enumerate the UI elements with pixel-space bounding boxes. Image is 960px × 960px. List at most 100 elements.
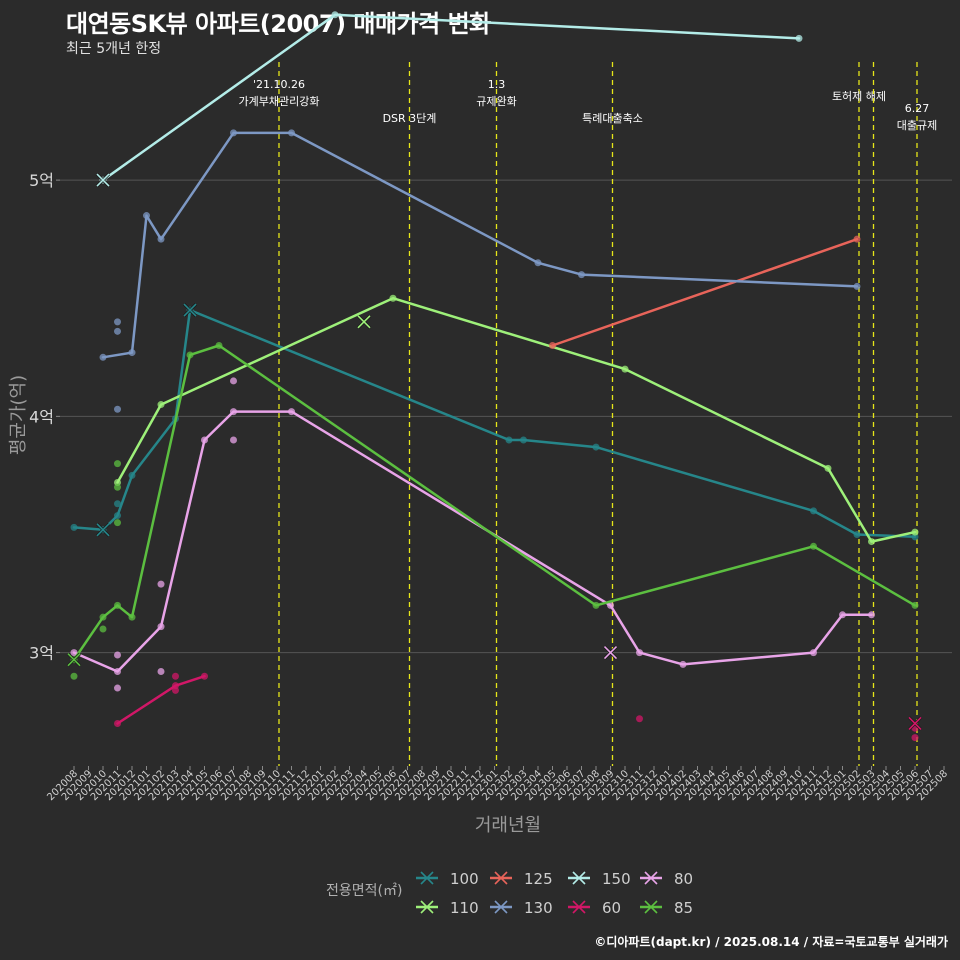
series-line-150 <box>101 13 801 182</box>
legend-title: 전용면적(㎡) <box>326 883 402 899</box>
data-point <box>99 613 107 621</box>
source-credit: ©디아파트(dapt.kr) / 2025.08.14 / 자료=국토교통부 실… <box>594 935 948 949</box>
data-point <box>853 530 861 538</box>
legend-label: 110 <box>450 899 479 917</box>
event-label: 가계부채관리강화 <box>239 95 320 108</box>
legend-swatch-cross <box>494 871 508 885</box>
cross-marker <box>907 716 923 731</box>
data-point <box>114 651 121 659</box>
legend-swatch-cross <box>572 871 586 885</box>
data-point <box>114 500 121 508</box>
data-point <box>911 528 919 536</box>
cross-marker <box>356 314 372 329</box>
data-point <box>114 519 121 527</box>
legend-label: 85 <box>674 899 693 917</box>
y-axis: 3억 4억 5억 <box>29 171 60 663</box>
legend-item-85: 85 <box>640 899 693 917</box>
series-line-125 <box>551 237 859 347</box>
data-point <box>853 282 861 290</box>
cross-marker <box>182 302 198 318</box>
legend-swatch-cross <box>420 871 434 885</box>
data-point <box>288 129 295 137</box>
legend-swatch-cross <box>420 900 434 914</box>
event-label: 토허제 해제 <box>832 89 886 103</box>
legend-label: 125 <box>524 870 553 888</box>
data-point <box>157 580 165 588</box>
data-point <box>592 601 600 609</box>
series-110 <box>114 294 919 546</box>
data-point <box>810 507 817 515</box>
event-label: 특례대출축소 <box>582 112 643 125</box>
data-point <box>201 436 208 444</box>
data-point <box>114 460 121 468</box>
cross-marker <box>95 522 111 537</box>
series-85 <box>66 341 919 680</box>
event-label: '21.10.26 <box>253 78 305 91</box>
data-point <box>679 660 687 668</box>
data-point <box>911 601 919 609</box>
event-label: 6.27 <box>905 102 930 115</box>
data-point <box>157 401 165 409</box>
data-point <box>201 672 208 680</box>
data-point <box>505 436 513 444</box>
data-point <box>70 649 78 657</box>
legend-label: 130 <box>524 899 553 917</box>
legend-label: 150 <box>602 870 631 888</box>
data-point <box>143 212 150 220</box>
data-point <box>128 471 136 479</box>
data-point <box>592 443 600 451</box>
event-label: 대출규제 <box>897 119 937 132</box>
legend: 100 110 125 130 150 60 80 85 <box>416 870 693 917</box>
data-point <box>230 436 237 444</box>
y-tick-label: 5억 <box>29 171 54 190</box>
data-point <box>230 377 237 385</box>
series-80 <box>70 377 875 692</box>
data-point <box>128 349 136 357</box>
series-line-100 <box>72 308 917 539</box>
data-point <box>114 318 121 326</box>
data-point <box>114 327 121 335</box>
event-label: DSR 3단계 <box>383 112 437 125</box>
series-125 <box>549 235 861 349</box>
data-point <box>578 271 585 279</box>
data-point <box>911 734 919 742</box>
data-point <box>157 668 165 676</box>
y-tick-label: 4억 <box>29 407 54 426</box>
legend-label: 60 <box>602 899 621 917</box>
series-60 <box>114 672 923 742</box>
data-point <box>331 11 339 19</box>
cross-marker <box>66 652 82 667</box>
legend-item-60: 60 <box>568 899 621 917</box>
grid-lines <box>60 179 952 654</box>
series-100 <box>70 302 919 541</box>
data-point <box>99 353 107 361</box>
legend-item-80: 80 <box>640 870 693 888</box>
legend-item-100: 100 <box>416 870 479 888</box>
legend-item-150: 150 <box>568 870 631 888</box>
data-point <box>128 613 136 621</box>
data-point <box>810 649 817 657</box>
data-point <box>215 341 223 349</box>
data-point <box>636 649 643 657</box>
legend-label: 100 <box>450 870 479 888</box>
data-point <box>839 611 846 619</box>
data-point <box>853 235 861 243</box>
legend-label: 80 <box>674 870 693 888</box>
x-axis-label: 거래년월 <box>475 815 541 836</box>
x-axis: 2020082020092020102020112020122021012021… <box>45 766 950 803</box>
data-point <box>172 672 179 680</box>
data-point <box>114 719 121 727</box>
y-axis-label: 평균가(억) <box>8 375 29 455</box>
data-point <box>288 408 295 416</box>
data-point <box>534 259 542 267</box>
data-point <box>157 235 165 243</box>
data-point <box>114 601 121 609</box>
legend-swatch-cross <box>572 900 586 914</box>
data-point <box>172 686 179 694</box>
data-point <box>549 341 556 349</box>
data-point <box>810 542 817 550</box>
y-tick-label: 3억 <box>29 644 54 663</box>
legend-swatch-cross <box>644 871 658 885</box>
